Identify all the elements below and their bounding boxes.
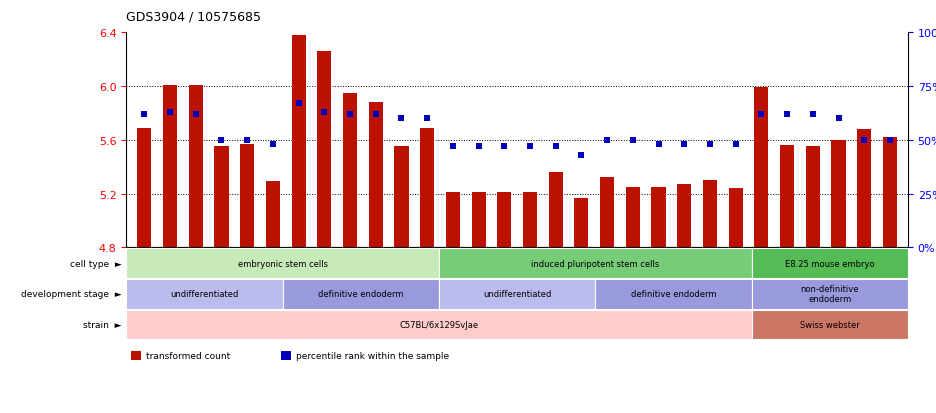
Point xyxy=(266,141,281,148)
Bar xyxy=(291,36,306,248)
Bar xyxy=(548,173,563,248)
Bar xyxy=(728,189,743,248)
Point xyxy=(137,112,152,118)
Point xyxy=(831,116,846,122)
Bar xyxy=(806,147,820,248)
Point xyxy=(368,112,383,118)
Bar xyxy=(472,193,486,248)
Bar xyxy=(523,193,537,248)
Point xyxy=(574,152,589,159)
Bar xyxy=(497,193,511,248)
Text: GDS3904 / 10575685: GDS3904 / 10575685 xyxy=(126,10,261,23)
Bar xyxy=(677,185,692,248)
Text: cell type  ►: cell type ► xyxy=(70,259,122,268)
Bar xyxy=(214,147,228,248)
Text: strain  ►: strain ► xyxy=(83,320,122,329)
Bar xyxy=(241,145,255,248)
Bar xyxy=(394,147,408,248)
Point xyxy=(419,116,434,122)
Bar xyxy=(575,198,589,248)
Text: definitive endoderm: definitive endoderm xyxy=(631,290,716,299)
Point xyxy=(394,116,409,122)
Point xyxy=(856,137,871,144)
Text: embryonic stem cells: embryonic stem cells xyxy=(238,259,328,268)
Point xyxy=(780,112,795,118)
Point xyxy=(522,144,537,150)
Bar xyxy=(857,130,871,248)
Bar xyxy=(754,88,768,248)
Point xyxy=(600,137,615,144)
Bar xyxy=(420,128,434,248)
Text: Swiss webster: Swiss webster xyxy=(800,320,859,329)
Bar xyxy=(780,146,794,248)
Text: definitive endoderm: definitive endoderm xyxy=(318,290,403,299)
Point xyxy=(471,144,486,150)
Point xyxy=(677,141,692,148)
Point xyxy=(291,101,306,107)
Text: development stage  ►: development stage ► xyxy=(21,290,122,299)
Point xyxy=(497,144,512,150)
Point xyxy=(728,141,743,148)
Point xyxy=(343,112,358,118)
Bar xyxy=(703,180,717,248)
Bar xyxy=(600,178,614,248)
Text: undifferentiated: undifferentiated xyxy=(483,290,551,299)
Point xyxy=(240,137,255,144)
Text: induced pluripotent stem cells: induced pluripotent stem cells xyxy=(531,259,660,268)
Text: percentile rank within the sample: percentile rank within the sample xyxy=(296,351,449,361)
Bar xyxy=(369,103,383,248)
Bar xyxy=(317,52,331,248)
Text: transformed count: transformed count xyxy=(146,351,230,361)
Text: non-definitive
endoderm: non-definitive endoderm xyxy=(800,285,859,304)
Bar xyxy=(883,138,897,248)
Text: undifferentiated: undifferentiated xyxy=(170,290,239,299)
Point xyxy=(188,112,203,118)
Point xyxy=(651,141,666,148)
Point xyxy=(163,109,178,116)
Bar xyxy=(138,128,152,248)
Point xyxy=(625,137,640,144)
Point xyxy=(753,112,768,118)
Text: C57BL/6x129SvJae: C57BL/6x129SvJae xyxy=(400,320,478,329)
Bar xyxy=(831,140,845,248)
Point xyxy=(214,137,229,144)
Point xyxy=(703,141,718,148)
Point xyxy=(316,109,331,116)
Point xyxy=(548,144,563,150)
Bar xyxy=(266,182,280,248)
Point xyxy=(883,137,898,144)
Bar xyxy=(446,193,460,248)
Bar xyxy=(651,188,665,248)
Bar xyxy=(626,188,640,248)
Point xyxy=(446,144,461,150)
Text: E8.25 mouse embryo: E8.25 mouse embryo xyxy=(785,259,874,268)
Bar xyxy=(343,93,358,248)
Bar xyxy=(163,85,177,248)
Point xyxy=(805,112,820,118)
Bar xyxy=(189,85,203,248)
